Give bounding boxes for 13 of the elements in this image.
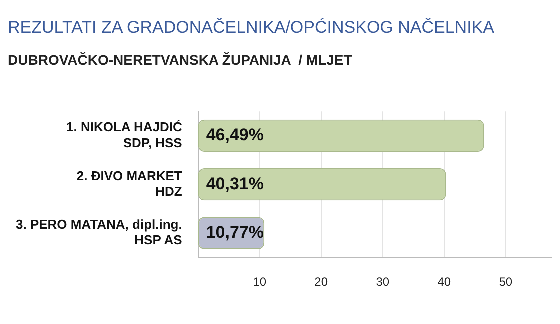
y-tick-label: 1. NIKOLA HAJDIĆ SDP, HSS xyxy=(66,120,183,150)
y-tick-label: 2. ĐIVO MARKET HDZ xyxy=(76,168,182,199)
x-tick-label: 30 xyxy=(376,275,390,290)
x-tick-label: 10 xyxy=(253,275,267,290)
data-label: 40,31% xyxy=(206,174,264,194)
x-tick-label: 50 xyxy=(499,275,513,290)
data-label: 10,77% xyxy=(206,222,264,242)
chart-subtitle: DUBROVAČKO-NERETVANSKA ŽUPANIJA / MLJET xyxy=(8,52,354,68)
y-tick-label: 3. PERO MATANA, dipl.ing. HSP AS xyxy=(16,217,183,248)
x-tick-label: 20 xyxy=(314,275,328,290)
x-tick-label: 40 xyxy=(438,275,452,290)
data-label: 46,49% xyxy=(206,126,264,145)
chart-title: REZULTATI ZA GRADONAČELNIKA/OPĆINSKOG NAČELNIKA xyxy=(8,18,496,38)
